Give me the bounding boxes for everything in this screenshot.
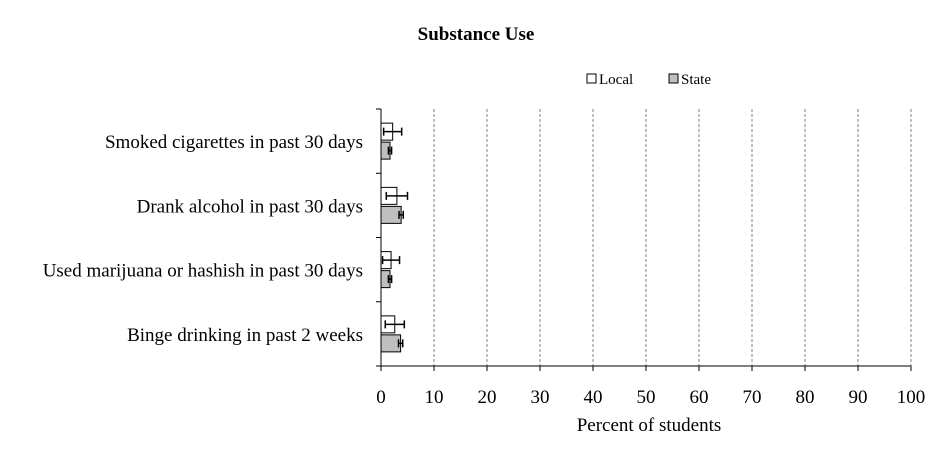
x-tick-label: 80 <box>796 387 815 408</box>
x-tick-label: 100 <box>897 387 926 408</box>
x-tick-label: 70 <box>743 387 762 408</box>
category-label: Drank alcohol in past 30 days <box>137 196 363 217</box>
x-tick-label: 90 <box>849 387 868 408</box>
category-label: Used marijuana or hashish in past 30 day… <box>43 261 363 282</box>
x-tick-labels: 0 10 20 30 40 50 60 70 80 90 100 <box>376 387 925 408</box>
x-tick-label: 50 <box>637 387 656 408</box>
bar-state <box>380 205 402 224</box>
axes <box>376 108 912 371</box>
gridlines <box>433 109 912 366</box>
legend-swatch-local <box>586 73 597 84</box>
legend-label-local: Local <box>599 72 633 88</box>
x-tick-label: 10 <box>425 387 444 408</box>
legend-label-state: State <box>681 72 711 88</box>
bar-state <box>380 334 402 353</box>
x-tick-label: 60 <box>690 387 709 408</box>
x-tick-label: 40 <box>584 387 603 408</box>
category-labels: Smoked cigarettes in past 30 days Drank a… <box>43 132 363 346</box>
x-tick-label: 0 <box>376 387 386 408</box>
legend: Local State <box>586 72 711 88</box>
x-axis-label: Percent of students <box>577 415 722 436</box>
x-tick-label: 20 <box>478 387 497 408</box>
x-tick-label: 30 <box>531 387 550 408</box>
category-label: Smoked cigarettes in past 30 days <box>105 132 363 153</box>
chart-title: Substance Use <box>418 24 535 45</box>
category-label: Binge drinking in past 2 weeks <box>127 325 363 346</box>
bars <box>380 122 409 353</box>
legend-swatch-state <box>668 73 679 84</box>
